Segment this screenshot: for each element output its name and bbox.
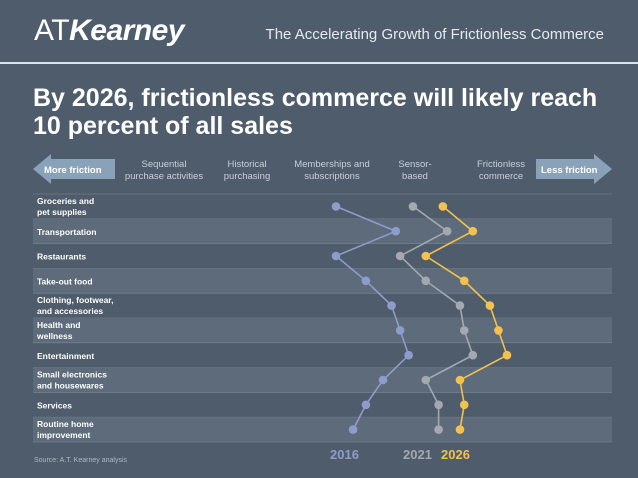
series-line-2016 [334, 205, 410, 430]
more-friction-label: More friction [44, 165, 102, 176]
row-label: Small electronics and housewares [37, 370, 107, 391]
logo: ATKearney [34, 14, 185, 48]
point-2021 [421, 276, 431, 286]
col-header-memberships: Memberships and subscriptions [294, 159, 370, 182]
row-label: Groceries and pet supplies [37, 196, 94, 217]
series-line-2021 [398, 205, 474, 430]
more-friction-arrow [33, 154, 115, 184]
point-2026 [455, 375, 465, 385]
point-2026 [438, 202, 448, 211]
point-2026 [459, 276, 469, 286]
row-label: Clothing, footwear, and accessories [37, 295, 114, 316]
point-2026 [468, 226, 478, 236]
series-line-2026 [424, 205, 508, 430]
arrow-right-shape [536, 154, 612, 184]
row-label: Health and wellness [36, 320, 80, 341]
row-label: Restaurants [37, 252, 86, 262]
header: ATKearney The Accelerating Growth of Fri… [0, 0, 638, 62]
row-band [33, 367, 612, 393]
row-label: Take-out food [37, 276, 93, 286]
row-label: Transportation [37, 227, 97, 237]
row-band [33, 417, 612, 442]
logo-kearney: Kearney [69, 14, 185, 47]
point-2016 [331, 202, 341, 211]
header-title: The Accelerating Growth of Frictionless … [265, 26, 604, 43]
source-note: Source: A.T. Kearney analysis [34, 457, 127, 464]
point-2021 [455, 301, 465, 310]
point-2021 [468, 350, 478, 360]
point-2021 [442, 226, 452, 236]
point-2021 [434, 400, 443, 410]
point-2016 [348, 425, 358, 434]
logo-at: AT [34, 14, 70, 47]
point-2026 [421, 251, 431, 261]
point-2021 [459, 326, 469, 335]
row-band [33, 318, 612, 343]
col-header-historical: Historical purchasing [223, 159, 271, 182]
row-label: Routine home improvement [37, 419, 94, 440]
row-label: Entertainment [37, 351, 94, 361]
point-2026 [455, 425, 465, 434]
point-2016 [361, 400, 371, 410]
arrow-left-shape [33, 154, 115, 184]
legend-2016: 2016 [330, 447, 359, 462]
point-2026 [485, 301, 495, 310]
row-band [33, 218, 612, 244]
col-header-sensor: Sensor-based [398, 159, 432, 182]
point-2021 [395, 251, 405, 261]
col-header-frictionless: Frictionless commerce [476, 159, 526, 182]
point-2016 [361, 276, 371, 286]
point-2026 [459, 400, 469, 410]
point-2021 [434, 425, 443, 434]
point-2026 [494, 326, 503, 335]
row-band [33, 268, 612, 294]
point-2016 [395, 326, 405, 335]
point-2016 [387, 301, 396, 310]
col-header-sequential: Sequential purchase activities [124, 159, 204, 182]
point-2016 [404, 350, 413, 360]
less-friction-arrow [536, 154, 612, 184]
point-2016 [331, 251, 341, 261]
row-label: Services [37, 400, 72, 410]
header-divider [0, 62, 638, 64]
point-2016 [391, 226, 401, 236]
legend-2026: 2026 [441, 447, 470, 462]
point-2021 [408, 202, 418, 211]
point-2016 [378, 375, 388, 385]
point-2021 [421, 375, 431, 385]
point-2026 [502, 350, 512, 360]
headline: By 2026, frictionless commerce will like… [33, 84, 598, 140]
less-friction-label: Less friction [541, 165, 598, 176]
legend-2021: 2021 [403, 447, 432, 462]
